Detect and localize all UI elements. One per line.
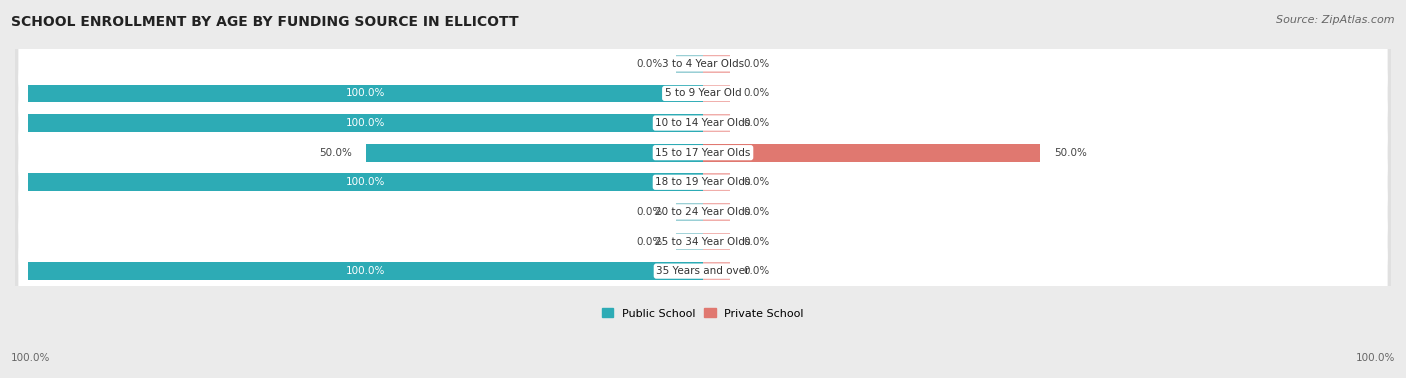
Text: SCHOOL ENROLLMENT BY AGE BY FUNDING SOURCE IN ELLICOTT: SCHOOL ENROLLMENT BY AGE BY FUNDING SOUR… — [11, 15, 519, 29]
Bar — [676, 203, 703, 221]
Text: 50.0%: 50.0% — [319, 148, 353, 158]
Text: 0.0%: 0.0% — [637, 59, 662, 69]
Bar — [28, 114, 703, 132]
FancyBboxPatch shape — [18, 183, 1388, 241]
Bar — [676, 55, 703, 73]
Text: 25 to 34 Year Olds: 25 to 34 Year Olds — [655, 237, 751, 246]
Text: 0.0%: 0.0% — [744, 177, 769, 187]
Bar — [703, 203, 730, 221]
Text: 100.0%: 100.0% — [1355, 353, 1395, 363]
Bar — [366, 144, 703, 161]
Bar — [676, 232, 703, 250]
FancyBboxPatch shape — [13, 232, 1393, 310]
Text: 100.0%: 100.0% — [11, 353, 51, 363]
Bar — [28, 85, 703, 102]
Text: 35 Years and over: 35 Years and over — [657, 266, 749, 276]
FancyBboxPatch shape — [13, 85, 1393, 161]
FancyBboxPatch shape — [13, 55, 1393, 132]
Text: 5 to 9 Year Old: 5 to 9 Year Old — [665, 88, 741, 98]
Text: 0.0%: 0.0% — [744, 266, 769, 276]
FancyBboxPatch shape — [13, 114, 1393, 191]
Text: 50.0%: 50.0% — [1053, 148, 1087, 158]
FancyBboxPatch shape — [18, 153, 1388, 211]
Text: 0.0%: 0.0% — [744, 88, 769, 98]
Text: 3 to 4 Year Olds: 3 to 4 Year Olds — [662, 59, 744, 69]
Text: 100.0%: 100.0% — [346, 177, 385, 187]
Text: 0.0%: 0.0% — [744, 59, 769, 69]
Bar — [703, 174, 730, 191]
Text: 100.0%: 100.0% — [346, 266, 385, 276]
Bar — [703, 55, 730, 73]
Text: 15 to 17 Year Olds: 15 to 17 Year Olds — [655, 148, 751, 158]
FancyBboxPatch shape — [13, 144, 1393, 221]
FancyBboxPatch shape — [18, 124, 1388, 182]
FancyBboxPatch shape — [13, 203, 1393, 280]
FancyBboxPatch shape — [13, 174, 1393, 250]
FancyBboxPatch shape — [18, 35, 1388, 93]
FancyBboxPatch shape — [18, 94, 1388, 152]
Text: 0.0%: 0.0% — [637, 207, 662, 217]
Bar — [28, 262, 703, 280]
Text: 0.0%: 0.0% — [744, 118, 769, 128]
Bar — [703, 144, 1040, 161]
Text: Source: ZipAtlas.com: Source: ZipAtlas.com — [1277, 15, 1395, 25]
Bar — [703, 114, 730, 132]
FancyBboxPatch shape — [18, 64, 1388, 122]
Text: 0.0%: 0.0% — [744, 207, 769, 217]
FancyBboxPatch shape — [13, 25, 1393, 102]
Text: 10 to 14 Year Olds: 10 to 14 Year Olds — [655, 118, 751, 128]
Text: 20 to 24 Year Olds: 20 to 24 Year Olds — [655, 207, 751, 217]
Bar — [703, 232, 730, 250]
Text: 0.0%: 0.0% — [744, 237, 769, 246]
Text: 100.0%: 100.0% — [346, 118, 385, 128]
FancyBboxPatch shape — [18, 212, 1388, 271]
Bar — [703, 262, 730, 280]
Bar — [28, 174, 703, 191]
Text: 100.0%: 100.0% — [346, 88, 385, 98]
Text: 0.0%: 0.0% — [637, 237, 662, 246]
Legend: Public School, Private School: Public School, Private School — [598, 304, 808, 323]
Text: 18 to 19 Year Olds: 18 to 19 Year Olds — [655, 177, 751, 187]
Bar — [703, 85, 730, 102]
FancyBboxPatch shape — [18, 242, 1388, 300]
